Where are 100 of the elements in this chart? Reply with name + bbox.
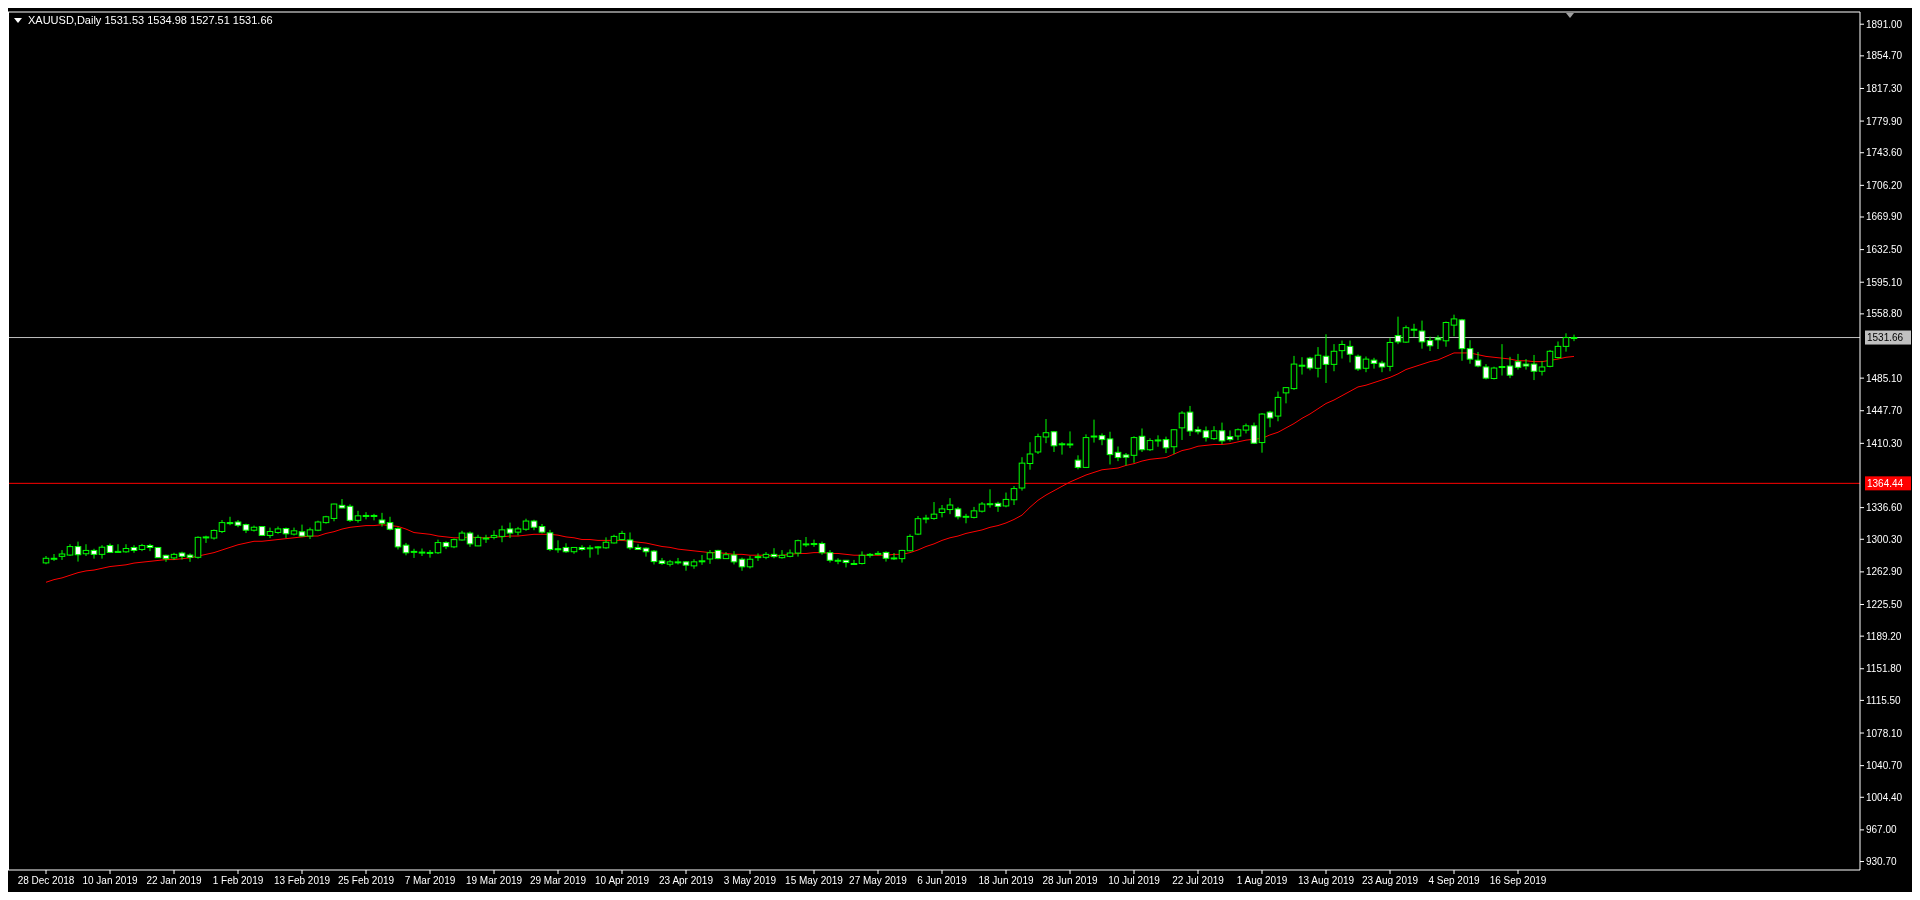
y-tick-label: 1225.50 [1866,598,1903,610]
y-tick-label: 1447.70 [1866,405,1903,417]
candlestick [1506,356,1514,379]
y-tick-label: 1558.80 [1866,308,1903,320]
y-tick-label: 1706.20 [1866,179,1903,191]
x-tick-label: 13 Feb 2019 [273,875,331,886]
x-tick-label: 23 Apr 2019 [659,875,714,886]
candlestick [946,497,954,515]
candlestick [1538,360,1546,377]
candlestick [58,549,66,561]
candlestick [1250,422,1258,445]
candlestick [1394,316,1402,345]
candlestick [594,545,602,556]
y-tick-label: 1336.60 [1866,502,1903,514]
x-tick-label: 10 Jul 2019 [1108,875,1161,886]
candlestick [1450,314,1458,337]
candlestick [1194,426,1202,435]
y-tick-label: 1891.00 [1866,18,1903,30]
candlestick [114,543,122,554]
candlestick [1346,340,1354,363]
candlestick [1514,353,1522,371]
candlestick [370,513,378,521]
x-tick-label: 23 Aug 2019 [1361,875,1419,886]
candlestick [1122,452,1130,466]
y-tick-label: 1115.50 [1866,694,1902,706]
candlestick [1410,323,1418,338]
y-tick-label: 930.70 [1866,856,1898,868]
y-tick-label: 1300.30 [1866,533,1903,545]
candlestick [1066,430,1074,449]
candlestick [850,559,858,566]
x-tick-label: 18 Jun 2019 [978,875,1034,886]
candlestick [1266,410,1274,428]
y-tick-label: 967.00 [1866,824,1898,836]
candlestick [1154,434,1162,448]
candlestick [130,544,138,554]
y-tick-label: 1262.90 [1866,566,1903,578]
candlestick [1498,343,1506,377]
candlestick [394,526,402,550]
candlestick [490,529,498,540]
x-tick-label: 13 Aug 2019 [1297,875,1355,886]
x-tick-label: 4 Sep 2019 [1428,875,1481,886]
candlestick [1130,435,1138,464]
candlestick [834,557,842,565]
candlestick [802,536,810,548]
candlestick [1098,432,1106,446]
candlestick [1202,426,1210,443]
candlestick [1474,351,1482,368]
candlestick [98,544,106,560]
candlestick [1050,430,1058,453]
ref-line-label: 1531.66 [1867,332,1904,344]
candlestick [1378,360,1386,373]
candlestick [634,543,642,551]
candlestick [810,539,818,548]
x-tick-label: 10 Apr 2019 [595,875,650,886]
candlestick [986,488,994,509]
candlestick [586,544,594,559]
x-tick-label: 16 Sep 2019 [1489,875,1547,886]
y-tick-label: 1817.30 [1866,82,1903,94]
candlestick [1522,358,1530,371]
y-tick-label: 1632.50 [1866,244,1903,256]
candlestick [874,550,882,556]
candlestick [890,552,898,561]
candlestick [1042,418,1050,444]
candlestick [50,553,58,562]
ref-line-label: 1364.44 [1867,477,1904,489]
candlestick [1090,419,1098,444]
x-tick-label: 28 Dec 2018 [17,875,75,886]
candlestick [354,510,362,524]
x-tick-label: 19 Mar 2019 [465,875,523,886]
candlestick [202,535,210,544]
x-tick-label: 1 Feb 2019 [212,875,264,886]
candlestick [1314,346,1322,378]
candlestick [74,541,82,563]
candlestick [194,535,202,560]
x-tick-label: 1 Aug 2019 [1236,875,1288,886]
x-tick-label: 22 Jul 2019 [1172,875,1225,886]
candlestick [338,498,346,509]
candlestick [922,514,930,524]
y-tick-label: 1669.90 [1866,211,1903,223]
candlestick [1226,429,1234,443]
candlestick [146,543,154,552]
candlestick [418,548,426,557]
candlestick [938,504,946,518]
candlestick [682,560,690,572]
candlestick [1274,391,1282,422]
x-tick-label: 22 Jan 2019 [146,875,202,886]
x-tick-label: 10 Jan 2019 [82,875,138,886]
candlestick [1010,485,1018,506]
candlestick [498,525,506,543]
candlestick [298,524,306,537]
y-tick-label: 1595.10 [1866,276,1903,288]
y-tick-label: 1743.60 [1866,147,1903,159]
candlestick [1034,433,1042,455]
x-tick-label: 25 Feb 2019 [337,875,395,886]
candlestick [186,552,194,563]
candlestick [962,513,970,524]
candlestick [1466,339,1474,365]
candlestick [1418,320,1426,350]
candlestick [1426,336,1434,352]
x-tick-label: 29 Mar 2019 [529,875,587,886]
